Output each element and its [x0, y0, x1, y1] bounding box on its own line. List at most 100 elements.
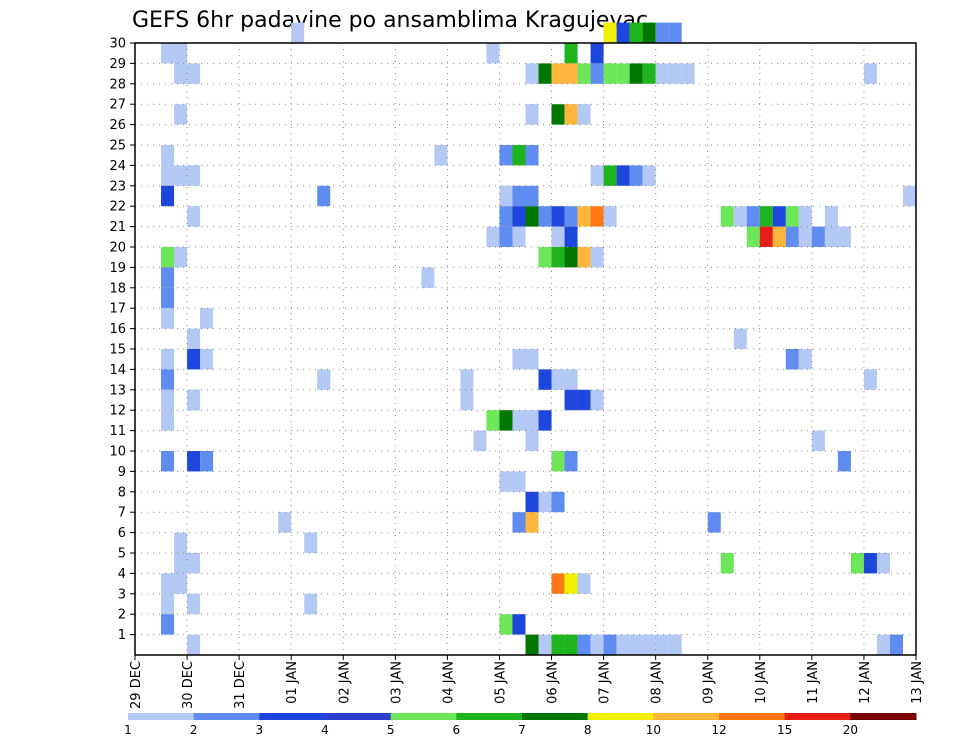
x-tick-label: 12 JAN	[858, 661, 873, 704]
y-tick-label: 30	[109, 37, 126, 52]
heatmap-cell	[161, 573, 175, 594]
x-tick-label: 06 JAN	[546, 661, 561, 704]
y-tick-label: 25	[109, 139, 126, 154]
heatmap-cell	[564, 369, 578, 390]
heatmap-cell	[161, 349, 175, 370]
heatmap-cell	[525, 185, 539, 207]
y-tick-label: 23	[109, 179, 126, 194]
heatmap-cell	[681, 63, 695, 84]
heatmap-cell	[317, 185, 331, 207]
heatmap-cell	[187, 553, 201, 574]
heatmap-cells	[161, 22, 916, 655]
heatmap-cell	[200, 308, 214, 329]
heatmap-cell	[499, 206, 513, 227]
y-tick-label: 18	[109, 281, 126, 296]
x-tick-label: 13 JAN	[910, 661, 925, 704]
heatmap-cell	[512, 614, 526, 635]
colorbar-swatch	[719, 713, 786, 720]
heatmap-cell	[785, 206, 799, 227]
x-tick-label: 11 JAN	[806, 661, 821, 704]
heatmap-cell	[564, 451, 578, 472]
x-axis: 29 DEC 30 DEC 31 DEC 01 JAN 02 JAN 03 JAN 04 J…	[129, 655, 925, 709]
heatmap-cell	[603, 206, 617, 227]
heatmap-cell	[187, 328, 201, 349]
y-tick-label: 26	[109, 118, 126, 133]
heatmap-cell	[564, 226, 578, 247]
colorbar: 1 2 3 4 5 6 7 8 10 12 15 20	[124, 713, 917, 737]
heatmap-cell	[538, 491, 552, 513]
heatmap-cell	[642, 22, 656, 43]
y-tick-label: 16	[109, 322, 126, 337]
heatmap-cell	[603, 165, 617, 186]
colorbar-swatch	[193, 713, 260, 720]
y-tick-label: 24	[109, 159, 126, 174]
heatmap-cell	[590, 389, 604, 411]
heatmap-cell	[278, 512, 292, 533]
y-tick-label: 11	[109, 424, 126, 439]
colorbar-swatch	[850, 713, 917, 720]
colorbar-label: 2	[190, 723, 198, 737]
y-tick-label: 29	[109, 57, 126, 72]
heatmap-cell	[746, 206, 760, 227]
heatmap-cell	[174, 43, 188, 64]
heatmap-cell	[187, 349, 201, 370]
heatmap-cell	[187, 451, 201, 472]
heatmap-cell	[187, 389, 201, 411]
heatmap-cell	[707, 512, 721, 533]
heatmap-cell	[564, 573, 578, 594]
heatmap-cell	[577, 247, 591, 268]
heatmap-cell	[551, 634, 565, 655]
heatmap-cell	[629, 63, 643, 84]
heatmap-cell	[798, 226, 812, 247]
heatmap-cell	[629, 634, 643, 655]
colorbar-label: 20	[843, 723, 858, 737]
colorbar-label: 12	[711, 723, 726, 737]
y-tick-label: 19	[109, 261, 126, 276]
heatmap-cell	[577, 389, 591, 411]
heatmap-cell	[161, 308, 175, 329]
x-tick-label: 01 JAN	[285, 661, 300, 704]
heatmap-cell	[603, 63, 617, 84]
heatmap-cell	[525, 349, 539, 370]
heatmap-cell	[538, 63, 552, 84]
heatmap-cell	[499, 185, 513, 207]
heatmap-cell	[174, 573, 188, 594]
heatmap-cell	[525, 634, 539, 655]
heatmap-cell	[811, 430, 825, 451]
heatmap-cell	[642, 165, 656, 186]
colorbar-swatch	[653, 713, 720, 720]
heatmap-cell	[889, 634, 903, 655]
colorbar-swatch	[128, 713, 195, 720]
heatmap-cell	[616, 63, 630, 84]
heatmap-cell	[499, 614, 513, 635]
heatmap-cell	[668, 22, 682, 43]
heatmap-cell	[668, 634, 682, 655]
heatmap-cell	[512, 410, 526, 431]
y-tick-label: 22	[109, 200, 126, 215]
heatmap-cell	[564, 634, 578, 655]
y-tick-label: 9	[118, 465, 126, 480]
heatmap-cell	[733, 206, 747, 227]
heatmap-cell	[161, 165, 175, 186]
heatmap-cell	[486, 43, 500, 64]
heatmap-cell	[538, 634, 552, 655]
y-tick-label: 3	[118, 587, 126, 602]
heatmap-cell	[577, 63, 591, 84]
heatmap-cell	[538, 410, 552, 431]
heatmap-cell	[720, 206, 734, 227]
heatmap-cell	[590, 206, 604, 227]
heatmap-cell	[525, 145, 539, 166]
heatmap-cell	[564, 247, 578, 268]
heatmap-cell	[902, 185, 916, 207]
grid-lines	[135, 42, 916, 655]
x-tick-label: 04 JAN	[441, 661, 456, 704]
y-tick-label: 7	[118, 506, 126, 521]
heatmap-cell	[733, 328, 747, 349]
heatmap-cell	[629, 165, 643, 186]
heatmap-cell	[629, 22, 643, 43]
heatmap-cell	[538, 369, 552, 390]
heatmap-cell	[161, 145, 175, 166]
heatmap-cell	[824, 226, 838, 247]
heatmap-cell	[564, 43, 578, 64]
heatmap-cell	[772, 206, 786, 227]
